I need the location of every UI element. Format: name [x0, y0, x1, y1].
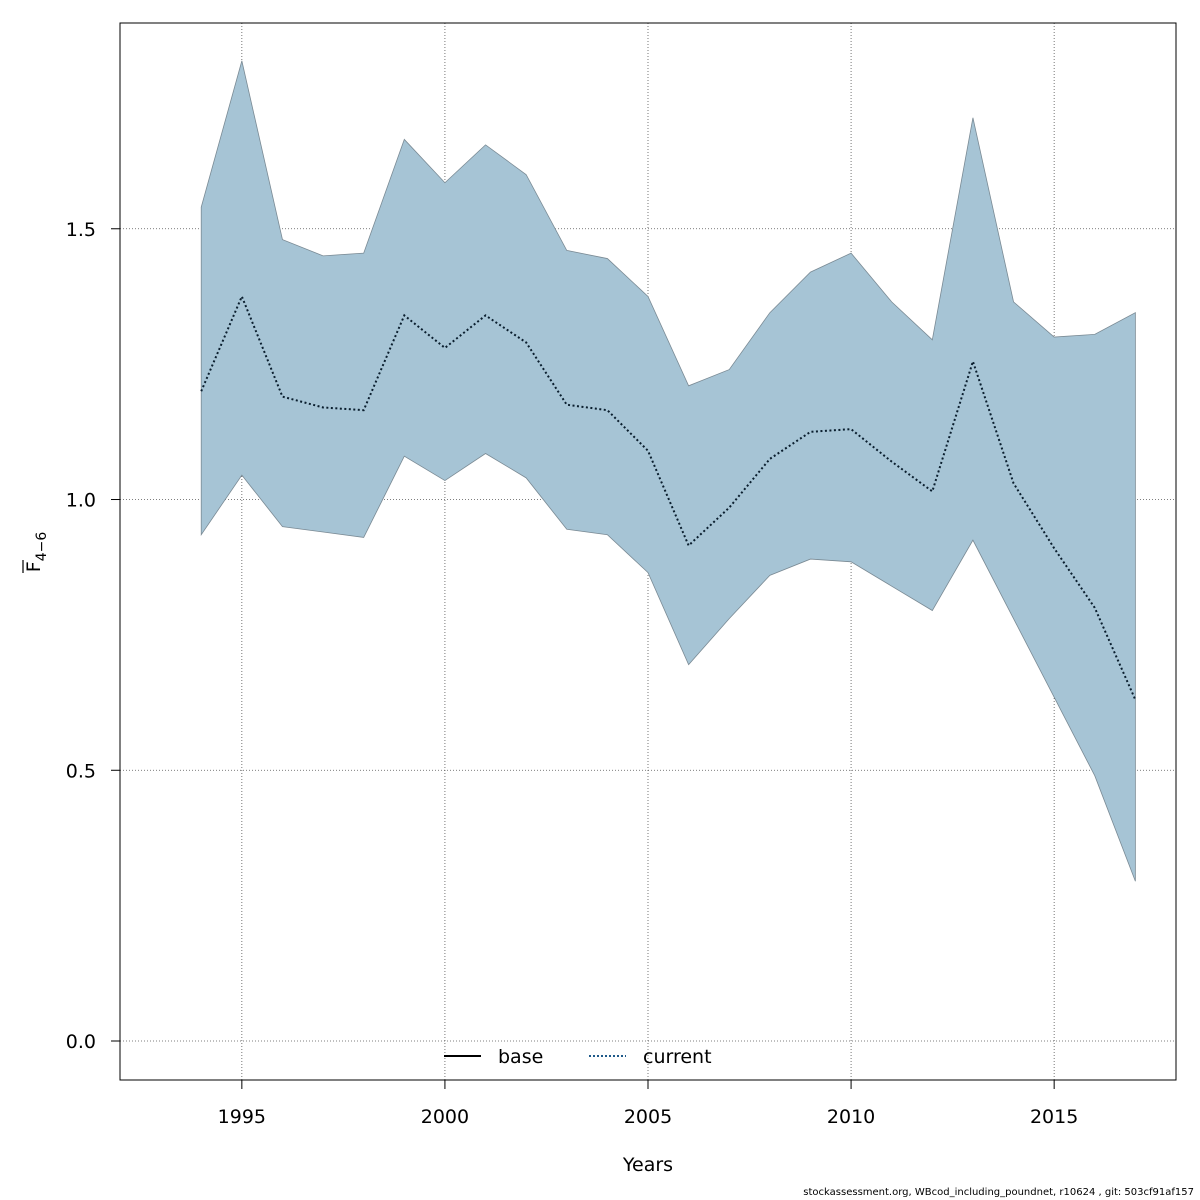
x-tick-label-2010: 2010 [827, 1106, 875, 1128]
y-tick-label-1.5: 1.5 [66, 219, 96, 241]
y-tick-label-1.0: 1.0 [66, 490, 96, 512]
y-axis-title-subscript: 4−6 [34, 532, 50, 562]
y-tick-label-0.5: 0.5 [66, 760, 96, 782]
y-tick-label-0.0: 0.0 [66, 1031, 96, 1053]
confidence-band-area [200, 60, 1136, 882]
x-tick-label-2015: 2015 [1030, 1106, 1078, 1128]
confidence-band [200, 60, 1136, 882]
y-axis-title: F4−6 [22, 532, 50, 573]
legend-label-current: current [643, 1046, 712, 1068]
y-axis: 0.0 0.5 1.0 1.5 [66, 219, 120, 1053]
series-line-current [200, 293, 1137, 701]
series-lines [200, 293, 1137, 701]
legend-label-base: base [498, 1046, 543, 1068]
x-tick-label-2000: 2000 [421, 1106, 469, 1128]
x-axis-title: Years [622, 1154, 673, 1176]
svg-text:F4−6: F4−6 [23, 532, 50, 573]
x-tick-label-2005: 2005 [624, 1106, 672, 1128]
x-axis: 1995 2000 2005 2010 2015 [218, 1079, 1078, 1128]
legend: base current [444, 1046, 712, 1068]
y-axis-title-base: F [23, 561, 45, 572]
footer-credit: stockassessment.org, WBcod_including_pou… [803, 1187, 1194, 1198]
x-tick-label-1995: 1995 [218, 1106, 266, 1128]
